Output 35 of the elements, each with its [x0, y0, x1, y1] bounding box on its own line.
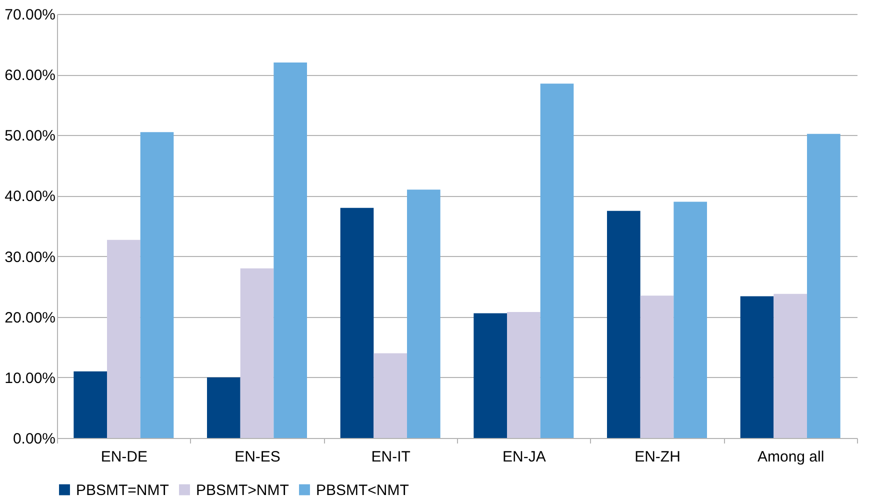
bar — [340, 208, 374, 438]
legend-label: PBSMT<NMT — [316, 482, 409, 499]
y-tick-label: 30.00% — [4, 248, 56, 266]
legend-label: PBSMT=NMT — [76, 482, 169, 499]
x-tick-label: EN-DE — [100, 448, 148, 466]
bar — [274, 62, 307, 438]
y-tick-label: 40.00% — [4, 188, 56, 206]
bar — [674, 202, 707, 438]
bar — [807, 134, 840, 438]
bar — [374, 353, 407, 438]
bar — [207, 377, 240, 438]
legend-label: PBSMT>NMT — [196, 482, 289, 499]
bar — [507, 312, 540, 438]
y-tick-label: 60.00% — [4, 67, 56, 84]
x-tick-label: EN-IT — [371, 448, 410, 466]
y-tick-label: 20.00% — [4, 309, 56, 326]
bar — [240, 268, 274, 438]
bar — [774, 294, 807, 438]
bar — [540, 84, 574, 438]
bar — [474, 313, 507, 438]
x-tick-label: Among all — [757, 448, 824, 466]
y-tick-label: 50.00% — [4, 128, 56, 145]
y-tick-label: 0.00% — [12, 430, 56, 448]
x-tick-label: EN-ZH — [634, 448, 680, 466]
bar — [640, 296, 674, 438]
bar — [740, 296, 774, 438]
x-tick-label: EN-ES — [234, 448, 280, 466]
bar — [74, 371, 107, 438]
y-tick-label: 70.00% — [4, 6, 56, 24]
y-tick-label: 10.00% — [4, 370, 56, 387]
bar — [107, 240, 140, 438]
bar — [140, 132, 174, 438]
bar — [607, 210, 640, 438]
bar — [407, 190, 440, 438]
x-tick-label: EN-JA — [502, 448, 546, 466]
